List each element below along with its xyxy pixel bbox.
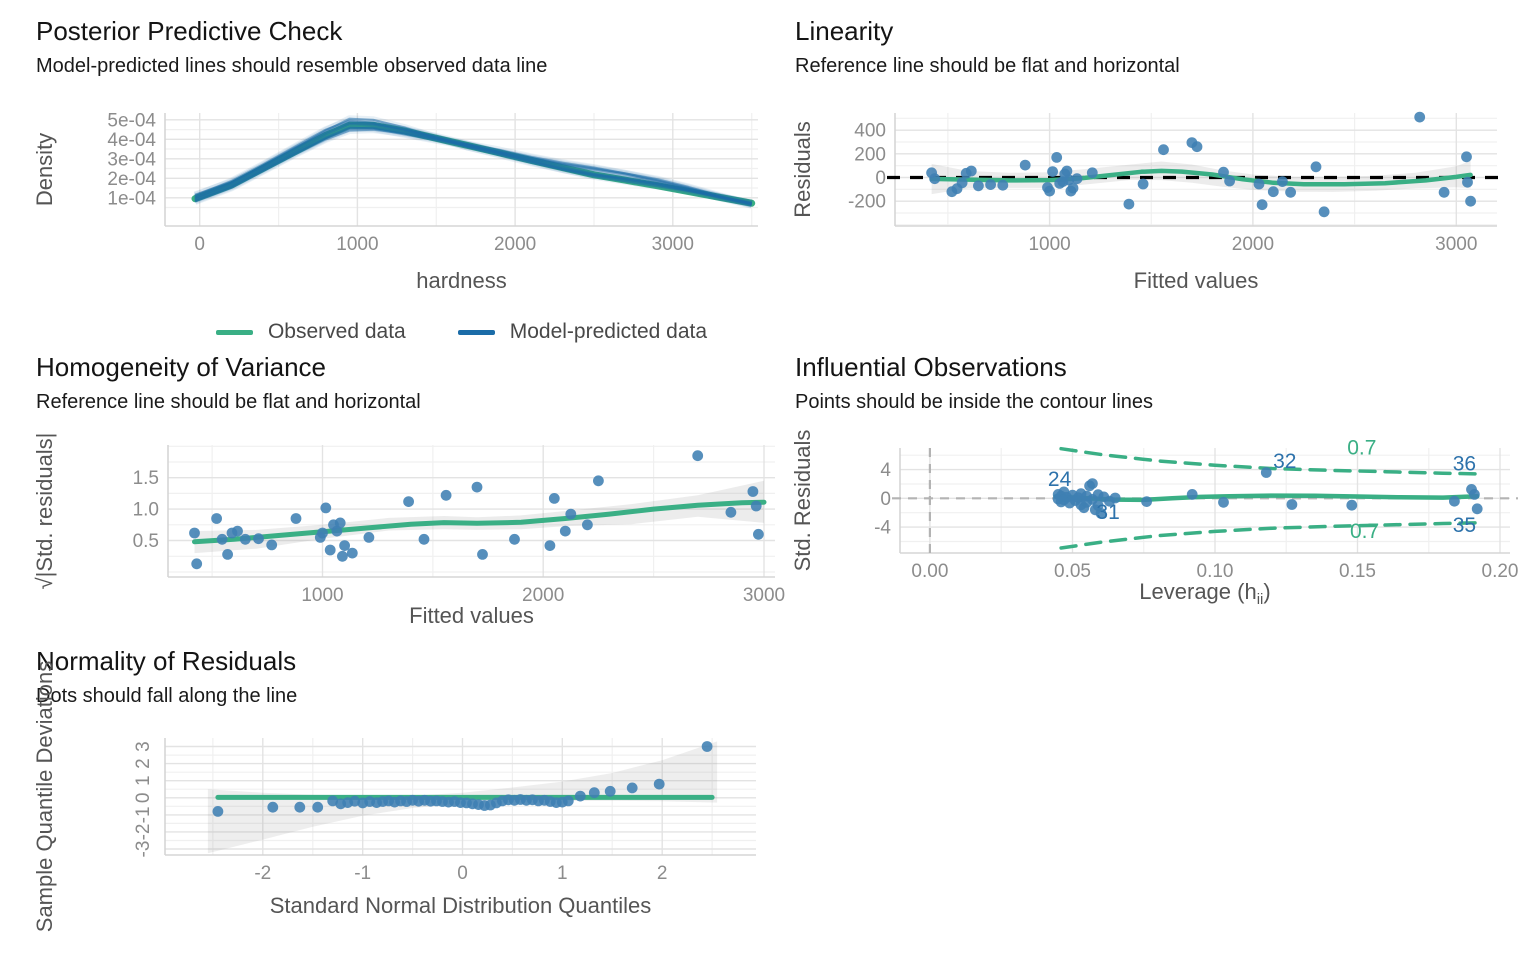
panel-linearity: Linearity Reference line should be flat … <box>770 16 1536 336</box>
legend-label: Observed data <box>267 320 406 343</box>
svg-text:0: 0 <box>194 234 205 255</box>
panel-title: Posterior Predictive Check <box>36 16 343 46</box>
svg-text:1e-04: 1e-04 <box>107 188 156 209</box>
svg-text:24: 24 <box>1048 468 1072 491</box>
svg-text:Residuals: Residuals <box>790 121 815 218</box>
legend-label: Model-predicted data <box>509 320 708 343</box>
svg-text:31: 31 <box>1096 501 1119 524</box>
svg-text:3000: 3000 <box>1435 234 1477 255</box>
panel-influential-observations: Influential Observations Points should b… <box>770 352 1536 640</box>
svg-text:32: 32 <box>1273 450 1296 473</box>
svg-text:36: 36 <box>1453 452 1476 475</box>
svg-text:Fitted values: Fitted values <box>409 603 534 628</box>
panel-subtitle: Dots should fall along the line <box>36 685 298 708</box>
svg-text:4e-04: 4e-04 <box>107 130 156 151</box>
svg-text:√|Std. residuals|: √|Std. residuals| <box>32 433 57 590</box>
panel-title: Homogeneity of Variance <box>36 352 327 382</box>
svg-text:0.5: 0.5 <box>133 531 159 552</box>
panel-subtitle: Model-predicted lines should resemble ob… <box>36 55 548 78</box>
panel-title: Normality of Residuals <box>36 646 297 676</box>
svg-text:2: 2 <box>133 758 154 769</box>
svg-text:1000: 1000 <box>336 234 378 255</box>
panel-subtitle: Reference line should be flat and horizo… <box>36 391 421 414</box>
svg-text:2: 2 <box>657 863 668 884</box>
svg-text:2000: 2000 <box>522 585 564 606</box>
svg-text:2000: 2000 <box>494 234 536 255</box>
legend-item-model-predicted: Model-predicted data <box>457 320 708 344</box>
panel-title: Linearity <box>795 16 894 46</box>
svg-text:0: 0 <box>457 863 468 884</box>
panel-posterior-predictive-check: Posterior Predictive Check Model-predict… <box>18 16 788 352</box>
svg-text:5e-04: 5e-04 <box>107 110 156 131</box>
svg-text:0.10: 0.10 <box>1197 561 1234 582</box>
svg-text:hardness: hardness <box>416 268 507 293</box>
svg-text:Leverage (hii): Leverage (hii) <box>1139 579 1270 608</box>
svg-text:200: 200 <box>854 144 886 165</box>
svg-text:Std. Residuals: Std. Residuals <box>790 430 815 572</box>
svg-text:1.5: 1.5 <box>133 468 159 489</box>
svg-text:-2: -2 <box>254 863 271 884</box>
svg-text:0.15: 0.15 <box>1339 561 1376 582</box>
svg-text:1: 1 <box>557 863 568 884</box>
svg-text:1.0: 1.0 <box>133 500 159 521</box>
svg-text:-4: -4 <box>874 518 891 539</box>
svg-text:0.20: 0.20 <box>1482 561 1519 582</box>
svg-text:2e-04: 2e-04 <box>107 169 156 190</box>
homogeneity-scatter-chart: 1000 2000 3000 0.5 1.0 1.5 Fitted values √|Std.… <box>32 433 785 628</box>
svg-text:0.00: 0.00 <box>911 561 948 582</box>
panel-homogeneity-of-variance: Homogeneity of Variance Reference line s… <box>18 352 796 640</box>
svg-text:2000: 2000 <box>1232 234 1274 255</box>
svg-text:4: 4 <box>880 460 891 481</box>
svg-text:Density: Density <box>32 133 57 206</box>
svg-text:1000: 1000 <box>1028 234 1070 255</box>
svg-text:-1: -1 <box>354 863 371 884</box>
svg-text:3000: 3000 <box>743 585 785 606</box>
influential-leverage-chart: 24 31 32 36 35 0.7 0.7 0.00 0.05 0.10 0.15 0.20 -4 0 4… <box>790 430 1519 608</box>
svg-text:Sample Quantile Deviations: Sample Quantile Deviations <box>32 661 57 932</box>
model-predicted-line-swatch <box>457 329 495 335</box>
svg-text:3e-04: 3e-04 <box>107 149 156 170</box>
ppc-legend: Observed data Model-predicted data <box>165 320 758 344</box>
svg-text:1000: 1000 <box>301 585 343 606</box>
svg-text:0.7: 0.7 <box>1347 437 1376 460</box>
svg-text:35: 35 <box>1453 514 1476 537</box>
svg-text:-200: -200 <box>848 192 886 213</box>
svg-text:-3: -3 <box>133 841 154 858</box>
svg-text:0: 0 <box>880 489 891 510</box>
svg-text:3000: 3000 <box>652 234 694 255</box>
panel-title: Influential Observations <box>795 352 1067 382</box>
svg-text:0.7: 0.7 <box>1350 520 1379 543</box>
legend-item-observed: Observed data <box>215 320 406 344</box>
panel-normality-of-residuals: Normality of Residuals Dots should fall … <box>18 646 788 956</box>
svg-text:-2: -2 <box>133 823 154 840</box>
svg-text:-1: -1 <box>133 806 154 823</box>
observed-line-swatch <box>215 329 253 335</box>
svg-text:Fitted values: Fitted values <box>1134 268 1259 293</box>
svg-text:0.05: 0.05 <box>1054 561 1091 582</box>
svg-text:Standard Normal Distribution Q: Standard Normal Distribution Quantiles <box>270 893 652 918</box>
svg-text:0: 0 <box>133 792 154 803</box>
panel-subtitle: Points should be inside the contour line… <box>795 391 1154 414</box>
svg-text:1: 1 <box>133 775 154 786</box>
svg-text:0: 0 <box>875 168 886 189</box>
svg-text:3: 3 <box>133 741 154 752</box>
panel-subtitle: Reference line should be flat and horizo… <box>795 55 1180 78</box>
svg-text:400: 400 <box>854 121 886 142</box>
